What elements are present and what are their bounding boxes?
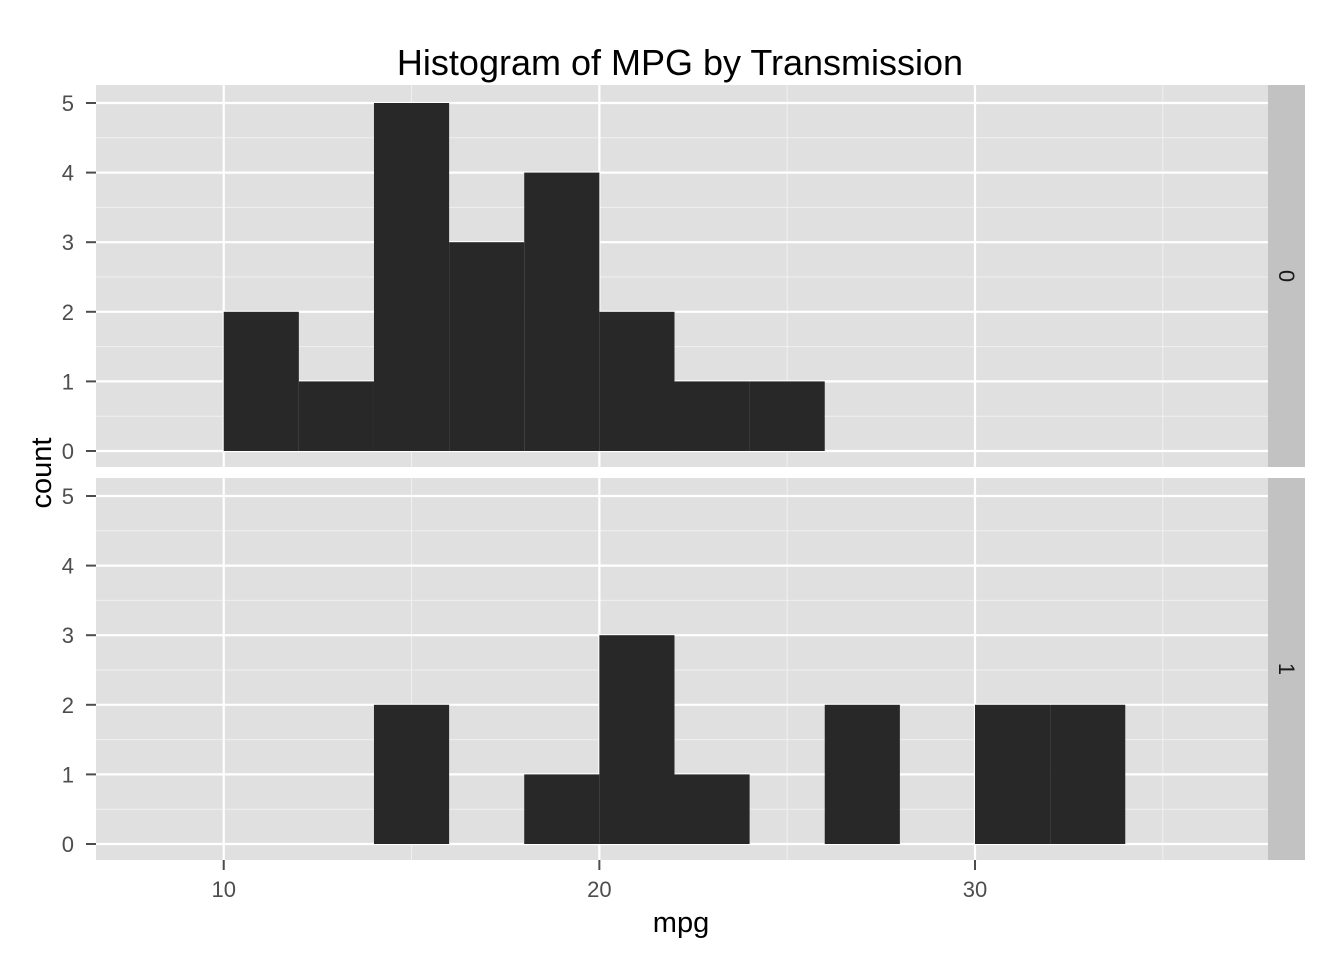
histogram-bar bbox=[223, 311, 299, 451]
y-tick-label: 4 bbox=[62, 554, 74, 579]
facet-strip bbox=[1268, 85, 1305, 467]
y-tick-label: 1 bbox=[62, 762, 74, 787]
histogram-bar bbox=[674, 381, 750, 451]
y-tick-label: 0 bbox=[62, 832, 74, 857]
facet-panel-1: 0 1 2 3 4 5 1 bbox=[62, 478, 1305, 860]
facet-strip-label: 0 bbox=[1274, 270, 1299, 282]
y-tick-label: 2 bbox=[62, 300, 74, 325]
x-tick-label: 20 bbox=[587, 877, 611, 902]
histogram-bar bbox=[824, 704, 900, 844]
histogram-bar bbox=[674, 774, 750, 844]
y-tick-label: 4 bbox=[62, 161, 74, 186]
histogram-bar bbox=[449, 242, 525, 451]
facet-panels: 0 1 2 3 4 5 0 0 1 2 3 4 5 1 10 20 30 bbox=[62, 85, 1305, 902]
histogram-bar bbox=[298, 381, 374, 451]
x-axis-title: mpg bbox=[653, 907, 709, 939]
x-axis: 10 20 30 bbox=[211, 860, 987, 902]
y-tick-label: 0 bbox=[62, 439, 74, 464]
histogram-bar bbox=[524, 172, 600, 451]
histogram-bar bbox=[975, 704, 1051, 844]
histogram-bar bbox=[599, 635, 675, 844]
y-tick-label: 3 bbox=[62, 230, 74, 255]
y-axis-title: count bbox=[26, 438, 58, 509]
histogram-bar bbox=[749, 381, 825, 451]
facet-panel-0: 0 1 2 3 4 5 0 bbox=[62, 85, 1305, 467]
x-tick-label: 30 bbox=[963, 877, 987, 902]
facet-strip-label: 1 bbox=[1274, 663, 1299, 675]
histogram-bar bbox=[373, 103, 450, 451]
y-tick-label: 1 bbox=[62, 369, 74, 394]
y-tick-label: 2 bbox=[62, 693, 74, 718]
histogram-bar bbox=[1050, 704, 1126, 844]
y-tick-label: 5 bbox=[62, 91, 74, 116]
histogram-bar bbox=[524, 774, 600, 844]
y-tick-label: 3 bbox=[62, 623, 74, 648]
y-tick-label: 5 bbox=[62, 484, 74, 509]
facet-strip bbox=[1268, 478, 1305, 860]
histogram-bar bbox=[373, 704, 450, 844]
x-tick-label: 10 bbox=[211, 877, 235, 902]
histogram-bar bbox=[599, 311, 675, 451]
chart-title: Histogram of MPG by Transmission bbox=[397, 42, 963, 83]
